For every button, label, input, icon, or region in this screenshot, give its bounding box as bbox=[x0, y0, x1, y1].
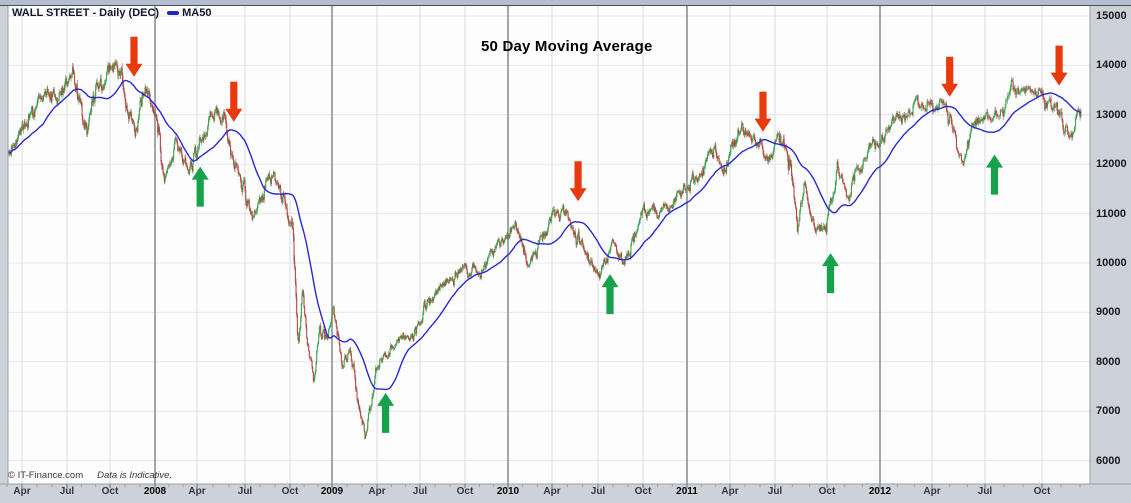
buy-signal-arrow bbox=[191, 166, 209, 207]
time-axis-strip[interactable] bbox=[0, 484, 1131, 503]
sell-signal-arrow bbox=[1050, 45, 1068, 86]
ma50-line bbox=[8, 79, 1082, 391]
buy-signal-arrow bbox=[377, 392, 395, 433]
chart-plot-area[interactable] bbox=[8, 6, 1090, 484]
sell-signal-arrow bbox=[569, 161, 587, 202]
sell-signal-arrow bbox=[225, 81, 243, 122]
candlestick-series bbox=[8, 59, 1082, 440]
left-margin-strip bbox=[0, 6, 8, 484]
sell-signal-arrow bbox=[754, 91, 772, 132]
buy-signal-arrow bbox=[601, 274, 619, 315]
buy-signal-arrow bbox=[822, 253, 840, 294]
sell-signal-arrow bbox=[941, 56, 959, 97]
price-axis-strip[interactable] bbox=[1091, 6, 1131, 484]
down-candle-bodies bbox=[8, 62, 1081, 439]
up-candle-bodies bbox=[8, 62, 1082, 439]
sell-signal-arrow bbox=[125, 36, 143, 77]
buy-signal-arrow bbox=[986, 154, 1003, 195]
top-bar bbox=[0, 0, 1131, 5]
